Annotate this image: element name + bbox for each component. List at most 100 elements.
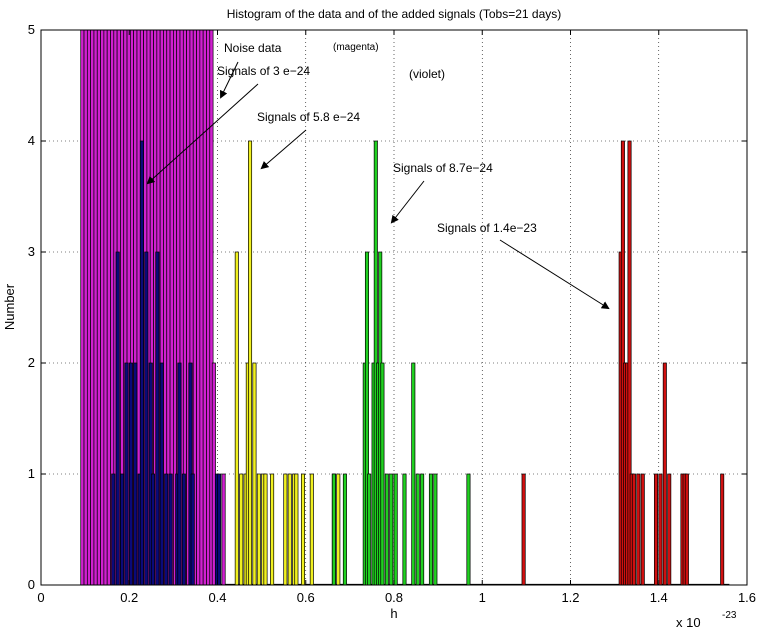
arrow-signals-1-4e-23 bbox=[499, 239, 610, 310]
histogram-bar bbox=[190, 473, 195, 586]
x-tick-label: 1.4 bbox=[650, 590, 668, 605]
histogram-bar bbox=[177, 362, 182, 586]
y-tick-label: 3 bbox=[28, 244, 35, 259]
annotation-signals-8-7e-24: Signals of 8.7e−24 bbox=[393, 161, 493, 175]
histogram-bar bbox=[720, 473, 725, 586]
histogram-bar bbox=[115, 251, 120, 586]
annotation-magenta: (magenta) bbox=[333, 42, 379, 53]
histogram-bar bbox=[640, 473, 645, 586]
x-tick-label: 0.8 bbox=[385, 590, 403, 605]
x-tick-label: 1.6 bbox=[738, 590, 756, 605]
histogram-bar bbox=[636, 473, 641, 586]
histogram-bar bbox=[402, 473, 407, 586]
histogram-bar bbox=[367, 473, 372, 586]
histogram-bar bbox=[100, 29, 105, 586]
histogram-bar bbox=[521, 473, 526, 586]
histogram-bar bbox=[93, 29, 98, 586]
histogram-bar bbox=[380, 362, 385, 586]
histogram-bar bbox=[256, 473, 261, 586]
histogram-bar bbox=[287, 473, 292, 586]
histogram-bar bbox=[433, 473, 438, 586]
histogram-bar bbox=[342, 473, 347, 586]
x-tick-label: 0.6 bbox=[297, 590, 315, 605]
histogram-bar bbox=[239, 473, 244, 586]
axis-ticks: 0 0.2 0.4 0.6 0.8 1 1.2 1.4 1.6 0 1 2 3 4 5 bbox=[28, 22, 756, 605]
y-tick-label: 2 bbox=[28, 355, 35, 370]
histogram-bar bbox=[631, 473, 636, 586]
arrow-signals-8-7e-24 bbox=[390, 180, 425, 224]
annotation-signals-3e-24: Signals of 3 e−24 bbox=[217, 64, 310, 78]
histogram-bar bbox=[106, 29, 111, 586]
x-tick-label: 0.2 bbox=[120, 590, 138, 605]
x-exponent-label: -23 bbox=[722, 610, 737, 621]
histogram-bar bbox=[234, 251, 239, 586]
histogram-bar bbox=[96, 29, 101, 586]
y-tick-label: 4 bbox=[28, 133, 35, 148]
arrow-signals-3e-24 bbox=[146, 83, 259, 185]
x-multiplier-label: x 10 bbox=[676, 615, 701, 630]
histogram-bar bbox=[83, 29, 88, 586]
histogram-bar bbox=[206, 29, 211, 586]
x-tick-label: 1.2 bbox=[561, 590, 579, 605]
bars-layer bbox=[80, 29, 730, 586]
histogram-bar bbox=[248, 140, 253, 586]
x-axis-label: h bbox=[390, 606, 397, 621]
histogram-bar bbox=[128, 362, 133, 586]
y-tick-label: 1 bbox=[28, 466, 35, 481]
chart-title: Histogram of the data and of the added s… bbox=[227, 7, 562, 21]
annotation-violet: (violet) bbox=[409, 67, 445, 81]
histogram-bar bbox=[252, 362, 257, 586]
histogram-bar bbox=[159, 362, 164, 586]
x-tick-label: 0.4 bbox=[208, 590, 226, 605]
histogram-bar bbox=[294, 473, 299, 586]
histogram-bar bbox=[393, 473, 398, 586]
histogram-bar bbox=[336, 473, 341, 586]
histogram-bar bbox=[217, 473, 222, 586]
histogram-bar bbox=[415, 473, 420, 586]
histogram-bar bbox=[331, 473, 336, 586]
histogram-bar bbox=[155, 251, 160, 586]
x-tick-label: 1 bbox=[479, 590, 486, 605]
histogram-bar bbox=[80, 29, 85, 586]
histogram-bar bbox=[133, 362, 138, 586]
y-tick-label: 5 bbox=[28, 22, 35, 37]
histogram-bar bbox=[263, 473, 268, 586]
histogram-bar bbox=[662, 362, 667, 586]
y-axis-label: Number bbox=[2, 283, 17, 330]
annotation-signals-5-8e-24: Signals of 5.8 e−24 bbox=[257, 110, 360, 124]
histogram-bar bbox=[86, 29, 91, 586]
histogram-bar bbox=[111, 473, 116, 586]
histogram-bar bbox=[411, 362, 416, 586]
histogram-bar bbox=[300, 473, 305, 586]
histogram-bar bbox=[144, 251, 149, 586]
histogram-bar bbox=[428, 473, 433, 586]
histogram-bar bbox=[667, 473, 672, 586]
histogram-bar bbox=[168, 473, 173, 586]
annotation-noise-data: Noise data bbox=[224, 41, 282, 55]
y-tick-label: 0 bbox=[28, 577, 35, 592]
histogram-bar bbox=[684, 473, 689, 586]
histogram-bar bbox=[196, 29, 201, 586]
histogram-bar bbox=[309, 473, 314, 586]
histogram-bar bbox=[466, 473, 471, 586]
histogram-bar bbox=[139, 140, 144, 586]
arrow-signals-5-8e-24 bbox=[260, 129, 307, 170]
histogram-bar bbox=[202, 29, 207, 586]
histogram-bar bbox=[103, 29, 108, 586]
histogram-bar bbox=[90, 29, 95, 586]
histogram-bar bbox=[270, 473, 275, 586]
histogram-bar bbox=[181, 473, 186, 586]
histogram-bar bbox=[120, 473, 125, 586]
histogram-bar bbox=[199, 29, 204, 586]
histogram-bar bbox=[384, 473, 389, 586]
x-tick-label: 0 bbox=[37, 590, 44, 605]
arrow-noise-data bbox=[220, 61, 239, 99]
histogram-bar bbox=[150, 473, 155, 586]
histogram-bar bbox=[658, 473, 663, 586]
histogram-bar bbox=[420, 473, 425, 586]
histogram-bar bbox=[389, 473, 394, 586]
histogram-bar bbox=[221, 473, 226, 586]
histogram-bar bbox=[164, 473, 169, 586]
histogram-bar bbox=[124, 362, 129, 586]
